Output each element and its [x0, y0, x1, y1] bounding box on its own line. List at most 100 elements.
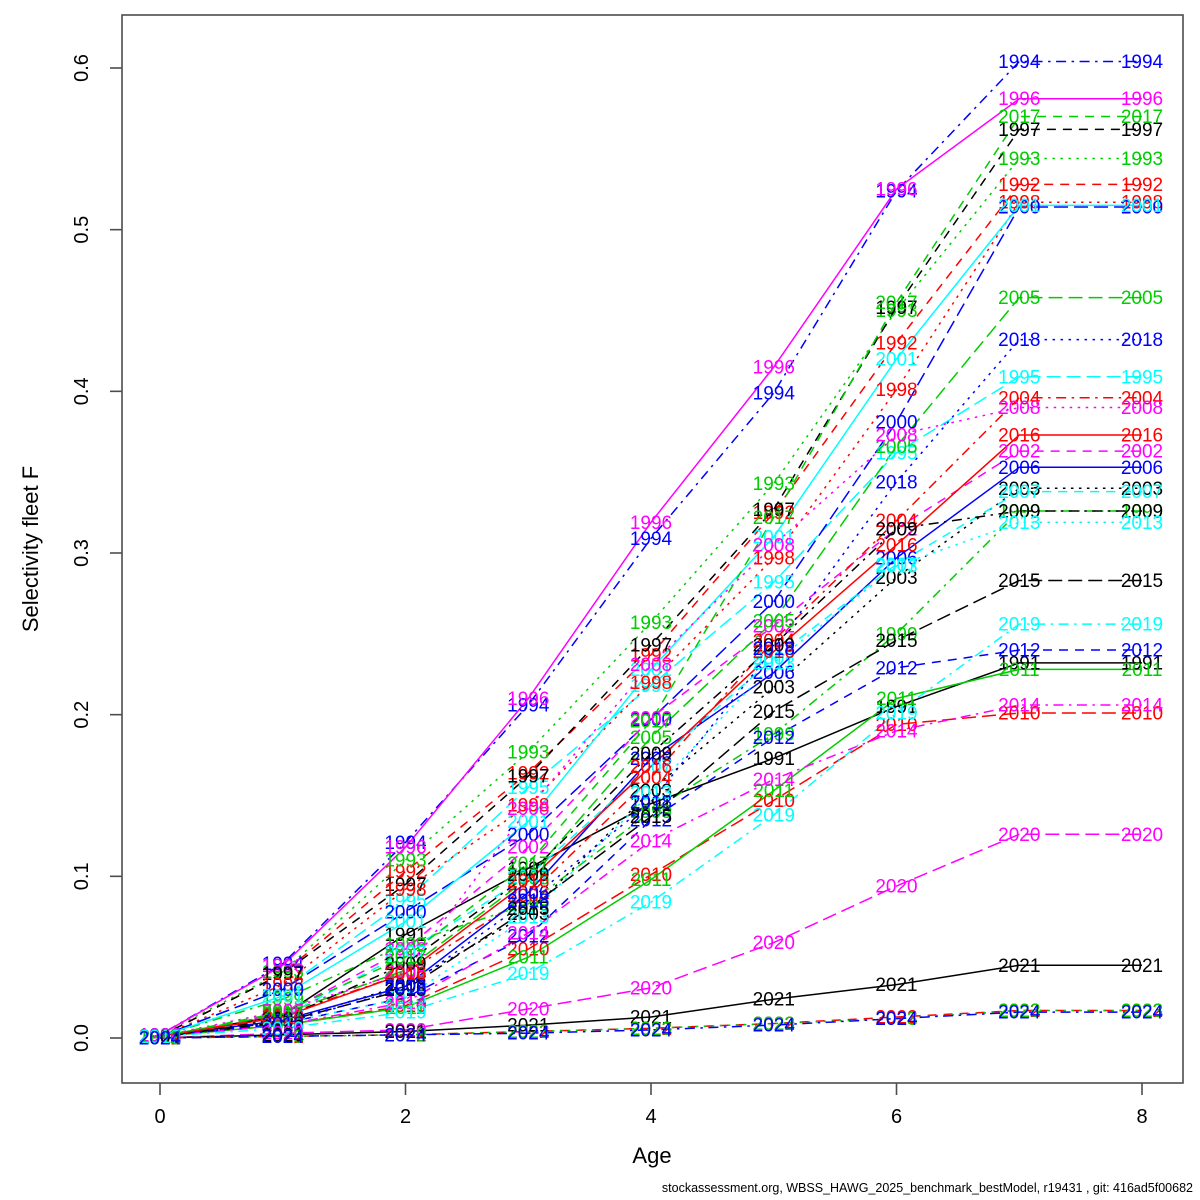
point-label-2001-age2: 2001: [384, 912, 426, 933]
y-tick-label: 0.5: [71, 216, 93, 244]
point-label-2006-age3: 2006: [507, 883, 549, 904]
point-label-2012-age7: 2012: [998, 641, 1040, 662]
point-label-1998-age2: 1998: [384, 880, 426, 901]
point-label-1993-age5: 1993: [753, 474, 795, 495]
point-label-2024-age4: 2024: [630, 1020, 673, 1041]
point-label-2000-age6: 2000: [875, 413, 917, 434]
series-line-2018: [159, 338, 1142, 1038]
point-label-2005-age0: 2005: [139, 1027, 181, 1048]
point-label-2021-age3: 2021: [507, 1016, 549, 1037]
point-label-2020-age8: 2020: [1121, 825, 1163, 846]
point-label-2002-age8: 2002: [1121, 442, 1163, 463]
point-label-2006-age5: 2006: [753, 663, 795, 684]
point-label-1992-age7: 1992: [998, 175, 1040, 196]
series-line-2005: [159, 296, 1142, 1038]
point-label-2022-age4: 2022: [630, 1019, 672, 1040]
point-label-2016-age4: 2016: [630, 757, 672, 778]
point-label-2019-age4: 2019: [630, 893, 672, 914]
point-label-2020-age3: 2020: [507, 999, 549, 1020]
point-label-1998-age5: 1998: [753, 548, 795, 569]
point-label-2023-age7: 2023: [998, 1001, 1040, 1022]
point-label-2013-age2: 2013: [384, 988, 426, 1009]
point-label-2016-age1: 2016: [262, 1008, 304, 1029]
point-label-2003-age6: 2003: [875, 568, 917, 589]
point-label-2006-age0: 2006: [139, 1027, 181, 1048]
point-label-2012-age6: 2012: [875, 658, 917, 679]
point-label-2003-age5: 2003: [753, 678, 795, 699]
point-label-2012-age8: 2012: [1121, 641, 1163, 662]
point-label-2000-age2: 2000: [384, 902, 426, 923]
point-label-1991-age1: 1991: [262, 1006, 304, 1027]
point-label-1995-age6: 1995: [875, 443, 917, 464]
point-label-2024-age2: 2024: [384, 1025, 427, 1046]
point-label-1995-age3: 1995: [507, 778, 549, 799]
point-label-2008-age2: 2008: [384, 962, 426, 983]
point-label-1994-age2: 1994: [384, 833, 427, 854]
point-label-2012-age3: 2012: [507, 927, 549, 948]
point-label-2010-age8: 2010: [1121, 704, 1163, 725]
point-label-2004-age4: 2004: [630, 768, 673, 789]
point-label-2000-age3: 2000: [507, 825, 549, 846]
point-label-2008-age4: 2008: [630, 655, 672, 676]
point-label-2023-age2: 2023: [384, 1025, 426, 1046]
x-tick-label: 8: [1136, 1106, 1147, 1128]
point-label-2008-age1: 2008: [262, 1001, 304, 1022]
point-label-1999-age2: 1999: [384, 935, 426, 956]
point-label-2023-age0: 2023: [139, 1029, 181, 1050]
point-label-1999-age0: 1999: [139, 1027, 181, 1048]
point-label-2019-age7: 2019: [998, 615, 1040, 636]
point-label-2005-age8: 2005: [1121, 288, 1163, 309]
y-axis-title: Selectivity fleet F: [18, 466, 43, 632]
point-label-2012-age4: 2012: [630, 810, 672, 831]
point-label-1996-age6: 1996: [875, 180, 917, 201]
point-label-2013-age7: 2013: [998, 513, 1040, 534]
series-line-2001: [159, 204, 1142, 1038]
point-label-2006-age6: 2006: [875, 548, 917, 569]
point-label-1999-age8: 1999: [1121, 502, 1163, 523]
point-label-2014-age8: 2014: [1121, 696, 1164, 717]
point-label-2022-age7: 2022: [998, 1001, 1040, 1022]
point-label-1994-age3: 1994: [507, 696, 550, 717]
point-label-2008-age3: 2008: [507, 799, 549, 820]
point-label-2009-age5: 2009: [753, 636, 795, 657]
point-label-2024-age0: 2024: [139, 1029, 182, 1050]
y-tick-label: 0.6: [71, 54, 93, 82]
point-label-2019-age5: 2019: [753, 805, 795, 826]
point-label-1993-age0: 1993: [139, 1025, 181, 1046]
point-label-2001-age6: 2001: [875, 350, 917, 371]
series-line-1999: [159, 510, 1142, 1038]
point-label-1995-age4: 1995: [630, 676, 672, 697]
y-tick-label: 0.4: [71, 377, 93, 405]
point-label-2007-age1: 2007: [262, 1008, 304, 1029]
point-label-2024-age1: 2024: [262, 1027, 305, 1048]
point-label-2007-age2: 2007: [384, 943, 426, 964]
point-label-2013-age4: 2013: [630, 783, 672, 804]
point-label-2010-age1: 2010: [262, 1016, 304, 1037]
point-label-1999-age6: 1999: [875, 624, 917, 645]
point-label-2021-age4: 2021: [630, 1008, 672, 1029]
point-label-1998-age6: 1998: [875, 380, 917, 401]
point-label-2021-age8: 2021: [1121, 956, 1163, 977]
point-label-2017-age3: 2017: [507, 854, 549, 875]
x-tick-label: 4: [645, 1106, 656, 1128]
point-label-1996-age5: 1996: [753, 358, 795, 379]
point-label-2003-age1: 2003: [262, 1012, 304, 1033]
point-label-2023-age3: 2023: [507, 1022, 549, 1043]
point-label-2023-age1: 2023: [262, 1027, 304, 1048]
point-label-2007-age0: 2007: [139, 1027, 181, 1048]
point-label-2023-age8: 2023: [1121, 1001, 1163, 1022]
point-label-1991-age5: 1991: [753, 749, 795, 770]
series-line-2000: [159, 206, 1142, 1038]
series-line-2016: [159, 434, 1142, 1038]
point-label-2022-age1: 2022: [262, 1027, 304, 1048]
point-label-2024-age7: 2024: [998, 1003, 1041, 1024]
point-label-2003-age7: 2003: [998, 479, 1040, 500]
y-tick-label: 0.3: [71, 539, 93, 567]
point-label-1993-age2: 1993: [384, 851, 426, 872]
point-label-2008-age7: 2008: [998, 398, 1040, 419]
point-label-2001-age4: 2001: [630, 660, 672, 681]
point-label-2004-age6: 2004: [875, 511, 918, 532]
point-label-1995-age8: 1995: [1121, 367, 1163, 388]
axes-layer: 0 2 4 6 8 0.0 0.1 0.2 0.3 0.4 0.5 0.6: [71, 14, 1184, 1128]
point-label-2009-age6: 2009: [875, 519, 917, 540]
